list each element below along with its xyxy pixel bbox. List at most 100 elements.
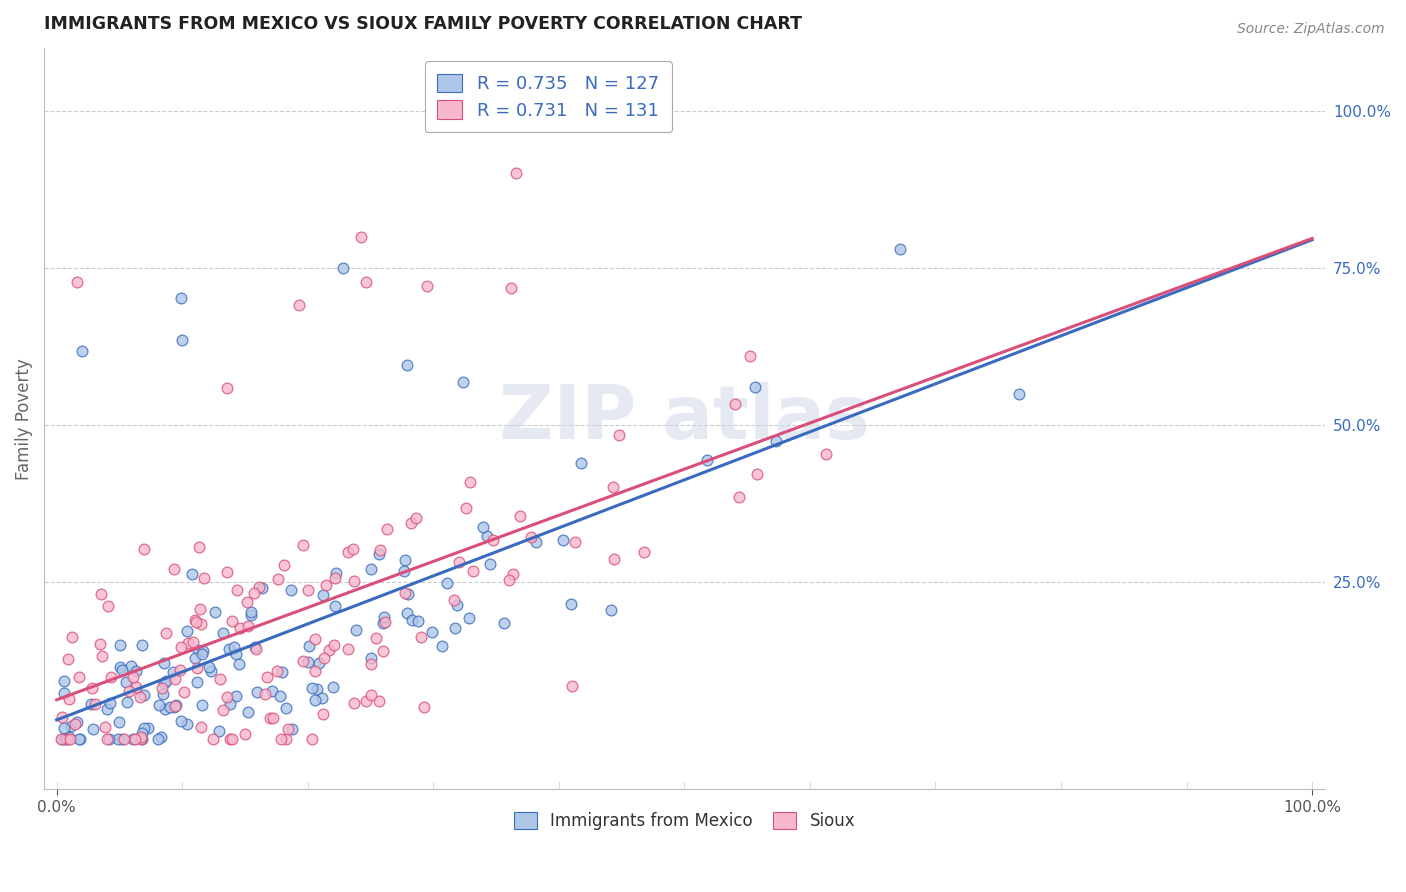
Point: [301, 731, 323, 746]
Point: [366, 631, 388, 645]
Point: [250, 581, 273, 595]
Point: [745, 467, 768, 481]
Point: [311, 690, 333, 705]
Point: [190, 602, 212, 616]
Point: [224, 640, 246, 655]
Point: [405, 511, 427, 525]
Point: [190, 647, 212, 661]
Point: [395, 358, 418, 372]
Point: [163, 562, 186, 576]
Point: [560, 597, 582, 611]
Point: [97, 599, 120, 614]
Point: [288, 298, 311, 312]
Point: [267, 572, 290, 586]
Point: [271, 665, 294, 679]
Point: [360, 688, 382, 702]
Point: [170, 640, 193, 654]
Point: [186, 615, 208, 629]
Point: [53, 731, 76, 746]
Point: [66, 714, 89, 729]
Point: [56, 731, 79, 746]
Point: [165, 698, 187, 713]
Point: [343, 574, 366, 589]
Point: [276, 731, 298, 746]
Point: [225, 689, 247, 703]
Point: [111, 731, 134, 746]
Point: [228, 657, 250, 671]
Point: [449, 555, 471, 569]
Point: [814, 447, 837, 461]
Point: [322, 680, 344, 694]
Point: [551, 533, 574, 547]
Point: [215, 381, 238, 395]
Point: [69, 731, 91, 746]
Point: [177, 636, 200, 650]
Point: [181, 634, 204, 648]
Point: [59, 719, 82, 733]
Point: [367, 694, 389, 708]
Point: [148, 698, 170, 712]
Point: [360, 562, 382, 576]
Point: [153, 657, 176, 671]
Point: [233, 727, 256, 741]
Point: [443, 621, 465, 635]
Point: [165, 672, 187, 686]
Point: [186, 675, 208, 690]
Point: [155, 674, 177, 689]
Point: [318, 643, 340, 657]
Legend: Immigrants from Mexico, Sioux: Immigrants from Mexico, Sioux: [508, 805, 862, 837]
Point: [110, 659, 132, 673]
Point: [218, 731, 240, 746]
Point: [314, 651, 336, 665]
Point: [129, 731, 152, 746]
Point: [312, 707, 335, 722]
Point: [215, 690, 238, 705]
Point: [80, 698, 103, 712]
Point: [396, 606, 419, 620]
Point: [505, 166, 527, 180]
Point: [332, 260, 354, 275]
Point: [84, 697, 107, 711]
Point: [373, 609, 395, 624]
Point: [502, 566, 524, 581]
Point: [136, 722, 159, 736]
Point: [343, 696, 366, 710]
Point: [297, 656, 319, 670]
Point: [184, 651, 207, 665]
Point: [56, 652, 79, 666]
Point: [96, 702, 118, 716]
Point: [190, 698, 212, 712]
Point: [51, 710, 73, 724]
Point: [315, 578, 337, 592]
Point: [738, 349, 761, 363]
Point: [259, 711, 281, 725]
Point: [98, 731, 121, 746]
Point: [176, 717, 198, 731]
Point: [401, 613, 423, 627]
Point: [337, 545, 360, 559]
Point: [108, 715, 131, 730]
Point: [188, 540, 211, 554]
Point: [226, 582, 249, 597]
Point: [108, 638, 131, 652]
Point: [394, 586, 416, 600]
Point: [280, 722, 302, 736]
Point: [122, 670, 145, 684]
Point: [240, 607, 263, 622]
Point: [420, 624, 443, 639]
Point: [58, 692, 80, 706]
Point: [191, 644, 214, 658]
Point: [367, 547, 389, 561]
Point: [262, 711, 284, 725]
Point: [80, 681, 103, 696]
Point: [509, 508, 531, 523]
Point: [115, 696, 138, 710]
Point: [394, 552, 416, 566]
Point: [633, 545, 655, 559]
Point: [124, 664, 146, 678]
Point: [498, 573, 520, 587]
Point: [304, 692, 326, 706]
Point: [221, 614, 243, 628]
Point: [304, 665, 326, 679]
Point: [253, 687, 276, 701]
